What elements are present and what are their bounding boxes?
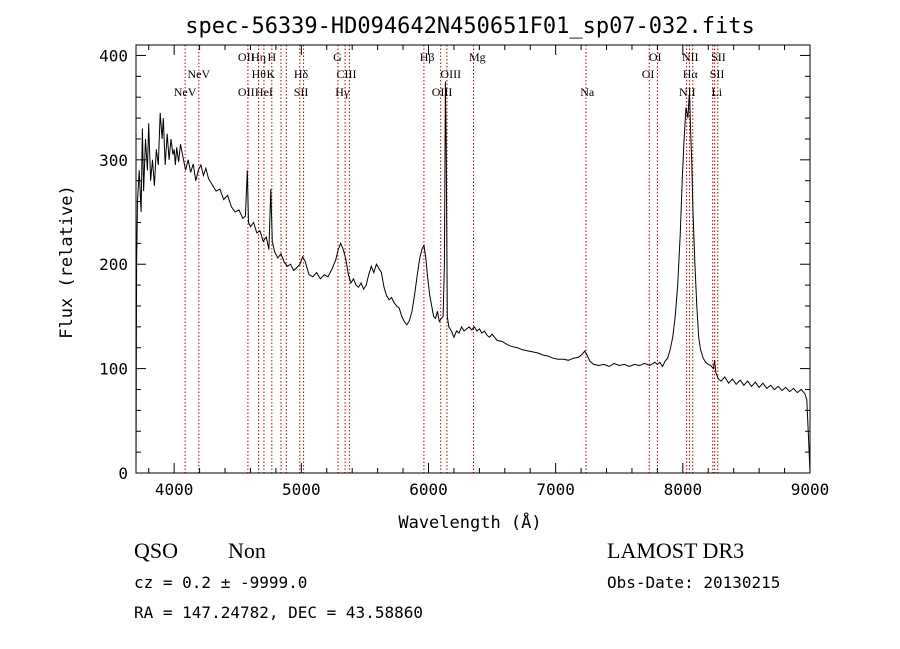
emission-line-label: NII xyxy=(679,85,696,99)
x-tick-label: 9000 xyxy=(791,480,830,499)
y-tick-label: 0 xyxy=(118,464,128,483)
x-tick-label: 4000 xyxy=(155,480,194,499)
emission-line-label: SII xyxy=(711,50,726,64)
emission-line-label: K xyxy=(266,67,275,81)
emission-line-label: NeV xyxy=(174,85,197,99)
spectrum-line xyxy=(135,81,811,474)
emission-line-label: OIII xyxy=(440,67,461,81)
emission-line-label: Hδ xyxy=(294,67,309,81)
emission-line-label: OI xyxy=(649,50,662,64)
emission-line-label: OII xyxy=(238,50,255,64)
emission-line-markers xyxy=(184,45,719,473)
y-tick-label: 400 xyxy=(99,46,128,65)
emission-line-label: H xyxy=(267,50,276,64)
y-tick-label: 200 xyxy=(99,255,128,274)
emission-line-label: CIII xyxy=(336,67,356,81)
x-tick-label: 8000 xyxy=(664,480,703,499)
emission-line-label: NII xyxy=(682,50,699,64)
object-subclass: Non xyxy=(228,538,266,563)
emission-line-label: OIII xyxy=(432,85,453,99)
coordinates-text: RA = 147.24782, DEC = 43.58860 xyxy=(134,603,423,622)
emission-line-label: Hα xyxy=(683,67,699,81)
object-class: QSO xyxy=(134,538,179,563)
y-tick-label: 300 xyxy=(99,151,128,170)
y-axis-label: Flux (relative) xyxy=(57,185,77,339)
survey-label: LAMOST DR3 xyxy=(607,538,745,563)
axes: 4000 5000 6000 7000 8000 9000 0 100 200 300 400 xyxy=(99,45,829,499)
emission-line-label: Hγ xyxy=(335,85,350,99)
emission-line-label: Hη xyxy=(251,50,266,64)
emission-line-label: OI xyxy=(642,67,655,81)
emission-line-label: OII xyxy=(238,85,255,99)
emission-line-label: HeI xyxy=(255,85,273,99)
observation-date: Obs-Date: 20130215 xyxy=(607,573,781,592)
emission-line-label: NeV xyxy=(187,67,210,81)
emission-line-label: Hβ xyxy=(420,50,435,64)
x-axis-label: Wavelength (Å) xyxy=(398,511,541,533)
x-tick-label: 6000 xyxy=(409,480,448,499)
emission-line-label: SII xyxy=(294,85,309,99)
chart-title: spec-56339-HD094642N450651F01_sp07-032.f… xyxy=(185,14,755,39)
emission-line-label: SII xyxy=(710,67,725,81)
emission-line-label: Na xyxy=(580,85,595,99)
emission-line-label: Hθ xyxy=(252,67,267,81)
emission-line-label: G xyxy=(333,50,342,64)
x-tick-label: 7000 xyxy=(536,480,575,499)
emission-line-label: Li xyxy=(711,85,722,99)
x-tick-label: 5000 xyxy=(282,480,321,499)
y-tick-label: 100 xyxy=(99,360,128,379)
emission-line-label: Mg xyxy=(469,50,486,64)
redshift-text: cz = 0.2 ± -9999.0 xyxy=(134,573,308,592)
plot-frame xyxy=(135,44,811,474)
